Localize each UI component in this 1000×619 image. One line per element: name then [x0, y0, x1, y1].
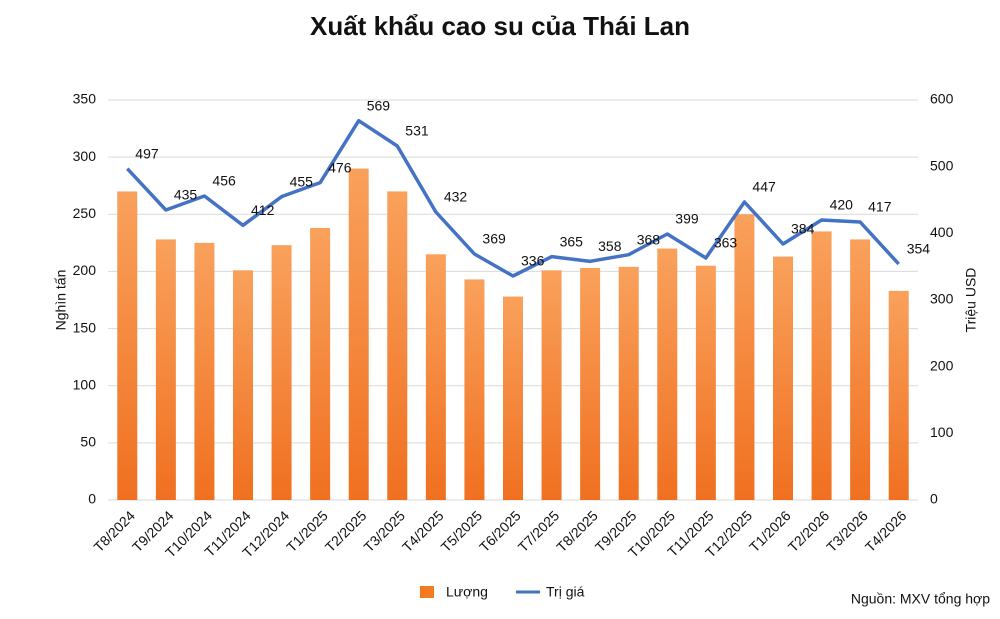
y2-tick-label: 400 [930, 224, 954, 240]
legend-swatch [420, 586, 434, 598]
y-tick-label: 100 [73, 376, 97, 392]
y-tick-label: 0 [88, 491, 96, 507]
bar [117, 191, 138, 500]
bar [271, 245, 292, 500]
x-tick-label: T6/2025 [476, 507, 524, 555]
bar [464, 279, 485, 500]
x-tick-label: T7/2025 [515, 507, 563, 555]
chart-title: Xuất khẩu cao su của Thái Lan [310, 11, 690, 41]
y2-tick-label: 600 [930, 91, 954, 107]
x-tick-label: T2/2025 [322, 507, 370, 555]
legend-label: Lượng [446, 584, 488, 600]
y2-tick-label: 300 [930, 291, 954, 307]
data-label: 417 [868, 199, 892, 215]
y2-axis-title: Triệu USD [963, 268, 979, 333]
data-label: 455 [290, 173, 314, 189]
bar [811, 231, 832, 500]
bar [233, 270, 253, 500]
x-tick-label: T5/2025 [438, 507, 486, 555]
data-label: 432 [444, 189, 468, 205]
bar [194, 242, 215, 500]
data-label: 354 [907, 241, 931, 257]
y-axis-title: Nghìn tấn [53, 270, 69, 331]
bar [850, 239, 871, 500]
data-label: 384 [791, 221, 815, 237]
bar [387, 191, 408, 500]
bar [618, 266, 639, 500]
x-tick-label: T3/2026 [823, 507, 871, 555]
data-label: 336 [521, 253, 545, 269]
y2-tick-label: 500 [930, 157, 954, 173]
data-label: 447 [752, 179, 776, 195]
data-label: 368 [637, 231, 661, 247]
source-note: Nguồn: MXV tổng hợp [851, 591, 990, 607]
y2-tick-label: 100 [930, 424, 954, 440]
bar [541, 270, 562, 500]
data-label: 497 [135, 145, 159, 161]
bar [503, 296, 523, 500]
x-tick-label: T8/2025 [553, 507, 601, 555]
y-tick-label: 200 [73, 262, 97, 278]
data-label: 456 [212, 173, 236, 189]
data-label: 358 [598, 238, 622, 254]
y-tick-label: 150 [73, 319, 97, 335]
line [126, 118, 901, 278]
data-label: 435 [174, 187, 198, 203]
bar [310, 228, 331, 500]
y-tick-label: 350 [73, 91, 97, 107]
data-label: 363 [714, 235, 738, 251]
y2-tick-label: 0 [930, 491, 938, 507]
data-label: 569 [367, 97, 391, 113]
data-label: 420 [830, 197, 854, 213]
y-tick-label: 300 [73, 148, 97, 164]
data-label: 365 [560, 233, 584, 249]
bar [425, 254, 446, 500]
x-tick-label: T4/2026 [862, 507, 910, 555]
bar [348, 168, 369, 501]
bar [695, 265, 716, 500]
legend-label: Trị giá [546, 584, 585, 600]
y-tick-label: 50 [80, 434, 96, 450]
data-label: 369 [482, 231, 506, 247]
data-label: 476 [328, 159, 352, 175]
x-tick-label: T1/2026 [746, 507, 794, 555]
bar [888, 290, 909, 500]
x-tick-label: T2/2026 [785, 507, 833, 555]
x-tick-label: T8/2024 [90, 507, 138, 555]
data-label: 531 [405, 123, 429, 139]
bar [657, 248, 678, 500]
x-tick-label: T4/2025 [399, 507, 447, 555]
bar [155, 239, 176, 500]
bar [580, 268, 601, 500]
x-tick-label: T1/2025 [283, 507, 331, 555]
bar [773, 256, 793, 500]
data-label: 399 [675, 211, 699, 227]
y-tick-label: 250 [73, 205, 97, 221]
y2-tick-label: 200 [930, 357, 954, 373]
x-tick-label: T3/2025 [360, 507, 408, 555]
data-label: 412 [251, 202, 275, 218]
bar [734, 214, 755, 501]
